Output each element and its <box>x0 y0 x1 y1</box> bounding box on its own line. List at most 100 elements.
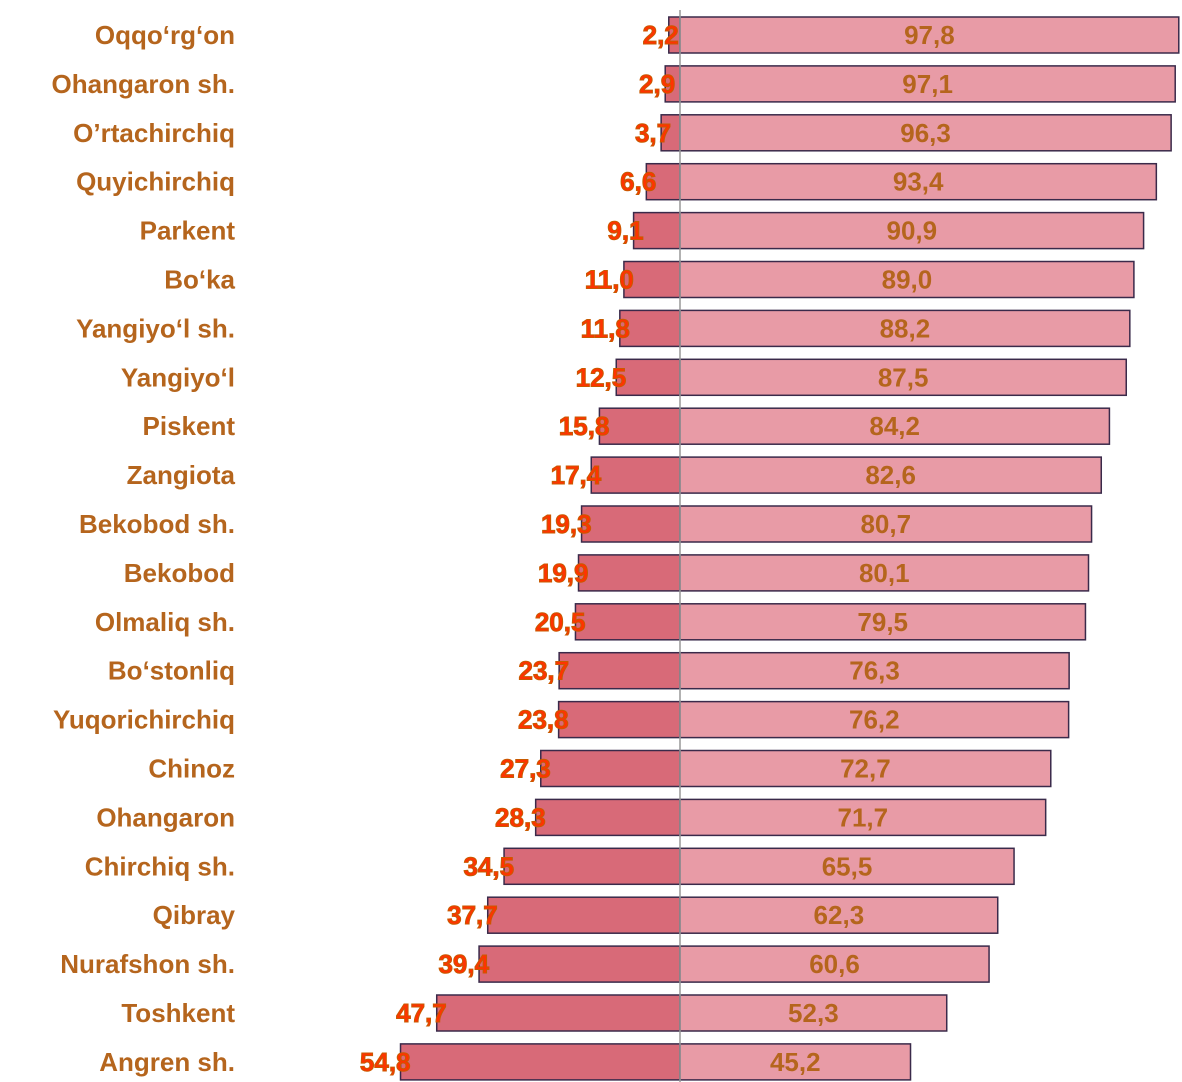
value-label: 60,6 <box>809 949 860 979</box>
bar <box>557 700 681 739</box>
bar <box>679 65 1176 103</box>
bar <box>679 603 1087 641</box>
value-label: 80,7 <box>860 509 911 539</box>
category-label: Bo‘stonliq <box>108 656 235 686</box>
bar <box>574 603 681 641</box>
bar <box>679 260 1135 299</box>
category-label: Zangiota <box>127 460 236 490</box>
value-label: 11,8 <box>581 313 630 343</box>
category-label: Ohangaron <box>96 802 235 832</box>
value-label: 12,5 <box>576 362 627 392</box>
value-label: 79,5 <box>857 607 908 637</box>
bar <box>632 211 681 250</box>
value-label: 45,2 <box>770 1047 821 1077</box>
value-label: 71,7 <box>838 802 889 832</box>
value-label: 65,5 <box>822 851 873 881</box>
category-label: Bo‘ka <box>164 265 235 295</box>
value-label: 37,7 <box>447 900 498 930</box>
bar <box>619 309 681 348</box>
bar <box>679 847 1015 886</box>
value-label: 62,3 <box>814 900 865 930</box>
category-label: Oqqo‘rg‘on <box>95 20 235 50</box>
value-label: 47,7 <box>396 998 447 1028</box>
value-label: 19,9 <box>538 558 589 588</box>
value-label: 28,3 <box>495 802 546 832</box>
bar <box>558 651 681 690</box>
value-label: 93,4 <box>893 167 944 197</box>
category-label: Angren sh. <box>99 1047 235 1077</box>
bar <box>679 798 1047 837</box>
category-label: Quyichirchiq <box>76 167 235 197</box>
value-label: 54,8 <box>360 1047 411 1077</box>
value-label: 76,2 <box>849 705 900 735</box>
value-label: 34,5 <box>463 851 514 881</box>
value-label: 88,2 <box>880 313 931 343</box>
bar <box>615 358 681 397</box>
bar <box>679 749 1052 788</box>
value-label: 15,8 <box>559 411 610 441</box>
category-label: Yangiyo‘l sh. <box>76 313 235 343</box>
bar <box>679 211 1145 250</box>
value-label: 87,5 <box>878 362 929 392</box>
bar <box>679 896 999 934</box>
bar <box>679 16 1180 54</box>
category-label: Nurafshon sh. <box>60 949 235 979</box>
value-label: 2,9 <box>639 69 675 99</box>
category-label: Ohangaron sh. <box>52 69 235 99</box>
bar <box>679 114 1172 152</box>
bar <box>534 798 681 837</box>
value-label: 82,6 <box>865 460 916 490</box>
category-label: Yangiyo‘l <box>121 362 235 392</box>
bar <box>540 749 681 788</box>
bar <box>435 994 681 1032</box>
bar <box>679 309 1131 348</box>
bar <box>679 945 990 983</box>
bar <box>503 847 681 886</box>
category-label: Toshkent <box>121 998 235 1028</box>
category-label: O’rtachirchiq <box>73 118 235 148</box>
bar <box>679 358 1127 397</box>
bar <box>580 505 681 543</box>
category-label: Olmaliq sh. <box>95 607 235 637</box>
bar <box>679 505 1093 543</box>
bar <box>399 1043 681 1081</box>
category-label: Bekobod sh. <box>79 509 235 539</box>
bar <box>679 407 1111 445</box>
bar <box>486 896 681 934</box>
value-label: 20,5 <box>535 607 586 637</box>
value-label: 89,0 <box>882 265 933 295</box>
value-label: 72,7 <box>840 754 891 784</box>
category-label: Yuqorichirchiq <box>53 705 235 735</box>
value-label: 3,7 <box>635 118 671 148</box>
value-label: 23,7 <box>519 656 570 686</box>
value-label: 76,3 <box>849 656 900 686</box>
value-label: 27,3 <box>500 754 551 784</box>
bar <box>577 554 681 592</box>
bar <box>679 554 1090 592</box>
bar <box>645 162 681 201</box>
value-label: 90,9 <box>886 216 937 246</box>
value-label: 84,2 <box>869 411 920 441</box>
category-label: Parkent <box>140 216 236 246</box>
bar <box>679 162 1158 201</box>
value-label: 2,2 <box>643 20 679 50</box>
value-label: 9,1 <box>607 216 643 246</box>
bar <box>679 456 1103 494</box>
bar <box>679 700 1070 739</box>
value-label: 11,0 <box>585 265 634 295</box>
value-label: 39,4 <box>438 949 489 979</box>
value-label: 97,8 <box>904 20 955 50</box>
value-label: 6,6 <box>620 167 656 197</box>
value-label: 97,1 <box>902 69 953 99</box>
bar <box>598 407 681 445</box>
value-label: 80,1 <box>859 558 910 588</box>
bar <box>623 260 681 299</box>
category-label: Bekobod <box>124 558 235 588</box>
value-label: 19,3 <box>541 509 592 539</box>
value-label: 96,3 <box>900 118 951 148</box>
value-label: 17,4 <box>551 460 602 490</box>
value-label: 52,3 <box>788 998 839 1028</box>
bar <box>478 945 681 983</box>
bar <box>590 456 681 494</box>
